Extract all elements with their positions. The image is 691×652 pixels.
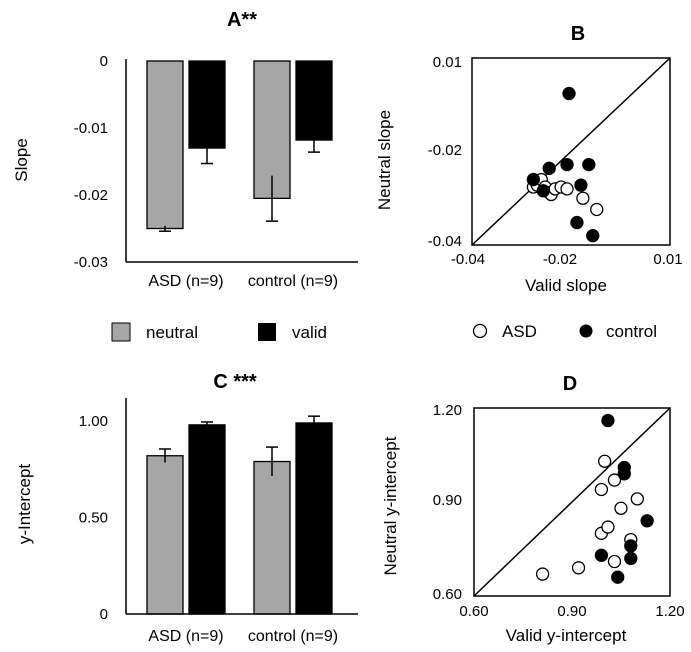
panel-c-category-label: control (n=9) xyxy=(248,628,338,645)
control-point xyxy=(624,539,638,553)
panel-a: A** Slope 0 -0.01 -0.02 -0.03 ASD (n=9) … xyxy=(12,9,358,290)
panel-d-title: D xyxy=(563,373,577,395)
panel-d-ytick-label: 0.90 xyxy=(433,492,462,509)
identity-line xyxy=(473,407,671,597)
bar-valid xyxy=(188,424,226,615)
panel-c: C *** y-Intercept 1.00 0.50 0 ASD (n=9) … xyxy=(15,371,358,645)
asd-point xyxy=(601,520,615,534)
panel-a-bars xyxy=(146,60,333,232)
asd-point xyxy=(590,202,604,217)
panel-d-ytick-label: 0.60 xyxy=(433,586,462,603)
panel-b-title: B xyxy=(571,23,585,45)
legend-neutral-swatch xyxy=(111,322,131,342)
panel-c-ytick-label: 0.50 xyxy=(79,510,108,527)
control-point xyxy=(562,86,576,101)
panel-d-points xyxy=(473,407,671,597)
bar-neutral xyxy=(146,455,184,615)
panel-c-ylabel: y-Intercept xyxy=(15,464,34,545)
asd-point xyxy=(598,454,612,468)
identity-line xyxy=(471,57,671,246)
asd-point xyxy=(535,567,550,581)
control-point xyxy=(586,228,600,243)
asd-point xyxy=(630,492,644,506)
panel-b-points xyxy=(471,57,671,246)
legend-asd-marker xyxy=(472,323,488,339)
panel-b-ytick-label: -0.04 xyxy=(428,233,462,250)
control-point xyxy=(624,551,638,566)
panel-a-category-label: control (n=9) xyxy=(248,273,338,290)
panel-d-xlabel: Valid y-intercept xyxy=(506,626,627,645)
panel-b-xtick-label: -0.02 xyxy=(543,251,577,268)
panel-a-ytick-labels: 0 -0.01 -0.02 -0.03 xyxy=(74,53,108,271)
panel-a-ytick-label: -0.03 xyxy=(74,254,108,271)
control-point xyxy=(574,178,588,192)
panel-c-ytick-label: 0 xyxy=(100,606,108,623)
control-point xyxy=(542,161,556,175)
control-point xyxy=(526,172,541,187)
panel-d: D Neutral y-intercept 1.20 0.90 0.60 0.6… xyxy=(381,373,685,645)
legend-control-marker xyxy=(579,324,593,338)
bar-valid xyxy=(295,60,333,141)
bar-legend: neutral valid xyxy=(111,322,327,342)
panel-c-bars xyxy=(146,415,333,615)
panel-c-ytick-labels: 1.00 0.50 0 xyxy=(79,413,108,623)
bar-valid xyxy=(295,422,333,615)
panel-a-category-label: ASD (n=9) xyxy=(148,273,223,290)
asd-point xyxy=(594,482,609,497)
panel-b-ytick-label: -0.02 xyxy=(428,142,462,159)
asd-point xyxy=(576,191,590,205)
scatter-legend: ASD control xyxy=(472,322,657,341)
asd-point xyxy=(560,182,574,196)
asd-point xyxy=(614,501,628,515)
panel-a-ytick-label: -0.02 xyxy=(74,187,108,204)
asd-point xyxy=(607,554,622,569)
panel-a-ytick-label: 0 xyxy=(100,53,108,70)
control-point xyxy=(582,157,596,172)
panel-b-xtick-label: 0.01 xyxy=(653,251,682,268)
panel-a-ylabel: Slope xyxy=(12,138,31,181)
plot-frame xyxy=(471,57,671,246)
panel-b-xtick-label: -0.04 xyxy=(451,251,485,268)
plot-frame xyxy=(473,407,671,597)
control-point xyxy=(640,514,654,528)
control-point xyxy=(617,460,631,475)
bar-neutral xyxy=(253,460,291,615)
panel-d-xtick-label: 0.60 xyxy=(459,603,488,620)
control-point xyxy=(570,215,584,230)
panel-b-ylabel: Neutral slope xyxy=(375,110,394,210)
control-point xyxy=(560,157,574,172)
bar-neutral xyxy=(146,60,184,230)
panel-a-title: A** xyxy=(227,9,257,31)
panel-d-ylabel: Neutral y-intercept xyxy=(381,436,400,575)
legend-valid-swatch xyxy=(258,323,276,341)
panel-d-ytick-label: 1.20 xyxy=(433,402,462,419)
panel-a-ytick-label: -0.01 xyxy=(74,120,108,137)
asd-point xyxy=(571,561,586,575)
control-point xyxy=(594,548,609,562)
panel-c-title: C *** xyxy=(213,371,257,393)
bar-neutral xyxy=(253,60,291,200)
control-point xyxy=(601,413,615,428)
panel-b-xlabel: Valid slope xyxy=(525,276,607,295)
legend-control-label: control xyxy=(606,322,657,341)
legend-valid-label: valid xyxy=(292,323,327,342)
control-point xyxy=(611,570,625,584)
panel-d-xtick-label: 1.20 xyxy=(655,603,684,620)
control-point xyxy=(536,184,550,198)
panel-c-ytick-label: 1.00 xyxy=(79,413,108,430)
panel-c-category-label: ASD (n=9) xyxy=(148,628,223,645)
panel-d-xtick-label: 0.90 xyxy=(557,603,586,620)
asd-point xyxy=(607,473,622,487)
panel-b: B Neutral slope 0.01 -0.02 -0.04 -0.04 -… xyxy=(375,23,683,295)
legend-neutral-label: neutral xyxy=(146,323,198,342)
panel-b-ytick-label: 0.01 xyxy=(433,54,462,71)
legend-asd-label: ASD xyxy=(502,322,537,341)
